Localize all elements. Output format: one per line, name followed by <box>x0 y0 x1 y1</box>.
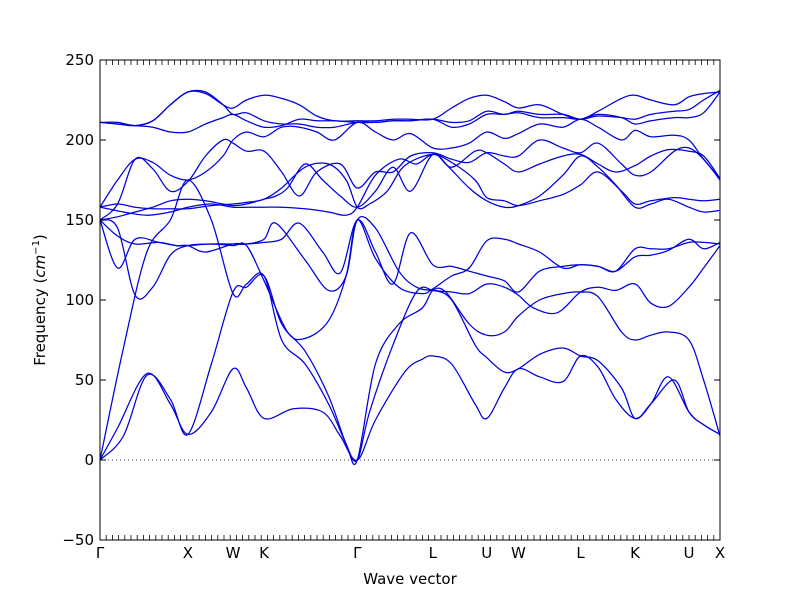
band-line-14 <box>99 89 721 134</box>
x-tick-label: W <box>511 544 526 562</box>
x-tick-label: Γ <box>96 544 105 562</box>
ticks-layer <box>99 59 721 541</box>
bands-layer <box>99 89 721 466</box>
x-tick-label: K <box>259 544 270 562</box>
band-line-8 <box>99 153 721 216</box>
plot-background <box>100 60 720 540</box>
band-line-10 <box>99 138 721 221</box>
y-tick-label: 250 <box>65 51 94 69</box>
y-tick-label: 150 <box>65 211 94 229</box>
band-line-11 <box>99 118 721 208</box>
band-line-1 <box>99 354 721 461</box>
y-tick-label: −50 <box>62 531 94 549</box>
plot-frame <box>99 59 721 541</box>
x-tick-label: L <box>576 544 585 562</box>
y-axis-label-exponent: −1 <box>31 240 42 255</box>
y-axis-label-text: Frequency ( <box>31 278 49 366</box>
x-tick-label: U <box>683 544 694 562</box>
y-axis-label-close: ) <box>31 234 49 240</box>
x-axis-label: Wave vector <box>363 570 457 588</box>
band-line-12 <box>99 90 721 127</box>
x-tick-label: K <box>630 544 641 562</box>
y-tick-label: 0 <box>84 451 94 469</box>
y-tick-label: 100 <box>65 291 94 309</box>
band-line-5 <box>99 219 721 341</box>
x-tick-label: L <box>429 544 438 562</box>
x-tick-label: X <box>715 544 725 562</box>
y-tick-label: 50 <box>75 371 94 389</box>
x-tick-label: Γ <box>353 544 362 562</box>
x-tick-label: X <box>183 544 193 562</box>
band-line-6 <box>99 219 721 293</box>
band-line-9 <box>99 148 721 221</box>
y-axis-label-unit: cm <box>31 255 49 278</box>
x-tick-label: W <box>226 544 241 562</box>
x-tick-label: U <box>481 544 492 562</box>
band-line-2 <box>99 273 721 462</box>
y-axis-label: Frequency (cm−1) <box>31 234 49 366</box>
band-line-3 <box>99 179 721 466</box>
y-tick-label: 200 <box>65 131 94 149</box>
